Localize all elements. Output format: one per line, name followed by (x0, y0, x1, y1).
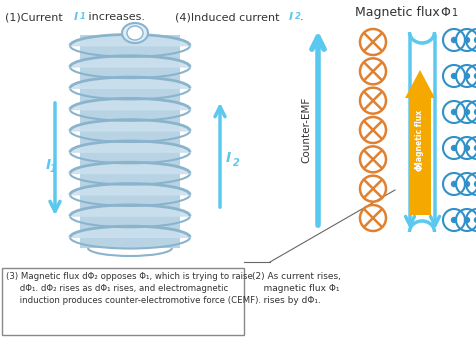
Text: Magnetic flux: Magnetic flux (354, 6, 443, 19)
Circle shape (464, 37, 468, 42)
Polygon shape (70, 162, 189, 174)
Text: 1: 1 (451, 8, 457, 18)
Polygon shape (70, 141, 189, 152)
Text: (3) Magnetic flux dΦ₂ opposes Φ₁, which is trying to raise: (3) Magnetic flux dΦ₂ opposes Φ₁, which … (6, 272, 252, 281)
Polygon shape (70, 120, 189, 131)
Circle shape (474, 73, 476, 79)
Text: I: I (288, 12, 293, 22)
Text: .: . (299, 12, 303, 22)
Text: Counter-EMF: Counter-EMF (300, 97, 310, 163)
Circle shape (464, 182, 468, 186)
Ellipse shape (122, 23, 148, 43)
Text: 2: 2 (232, 158, 239, 168)
Circle shape (451, 110, 456, 115)
Text: increases.: increases. (85, 12, 145, 22)
Circle shape (451, 146, 456, 151)
FancyArrow shape (404, 70, 434, 215)
Circle shape (451, 217, 456, 222)
Text: (2) As current rises,: (2) As current rises, (251, 272, 340, 281)
Circle shape (451, 73, 456, 79)
Text: rises by dΦ₁.: rises by dΦ₁. (251, 296, 320, 305)
Text: I: I (45, 158, 50, 172)
Text: (4)Induced current: (4)Induced current (175, 12, 282, 22)
Text: induction produces counter-electromotive force (CEMF).: induction produces counter-electromotive… (6, 296, 260, 305)
Circle shape (474, 37, 476, 42)
Text: Magnetic flux: Magnetic flux (415, 110, 424, 169)
Polygon shape (70, 98, 189, 110)
Text: Φ₂: Φ₂ (415, 160, 424, 171)
Circle shape (451, 37, 456, 42)
Ellipse shape (127, 26, 143, 40)
Text: magnetic flux Φ₁: magnetic flux Φ₁ (251, 284, 339, 293)
Text: 1: 1 (50, 164, 56, 174)
Text: (1)Current: (1)Current (5, 12, 66, 22)
Circle shape (474, 182, 476, 186)
Circle shape (464, 146, 468, 151)
Circle shape (474, 110, 476, 115)
Circle shape (474, 146, 476, 151)
Circle shape (464, 217, 468, 222)
FancyBboxPatch shape (80, 35, 179, 248)
Text: I: I (74, 12, 78, 22)
Polygon shape (70, 226, 189, 237)
FancyBboxPatch shape (2, 268, 244, 335)
Text: 1: 1 (80, 12, 86, 21)
Polygon shape (70, 34, 189, 45)
Polygon shape (70, 77, 189, 88)
Text: 2: 2 (294, 12, 300, 21)
Text: Φ: Φ (439, 6, 449, 19)
Polygon shape (70, 184, 189, 195)
Circle shape (464, 73, 468, 79)
Circle shape (474, 217, 476, 222)
Text: dΦ₁. dΦ₂ rises as dΦ₁ rises, and electromagnetic: dΦ₁. dΦ₂ rises as dΦ₁ rises, and electro… (6, 284, 228, 293)
Text: I: I (225, 151, 230, 165)
Circle shape (464, 110, 468, 115)
Circle shape (451, 182, 456, 186)
Polygon shape (70, 56, 189, 67)
Polygon shape (70, 205, 189, 216)
